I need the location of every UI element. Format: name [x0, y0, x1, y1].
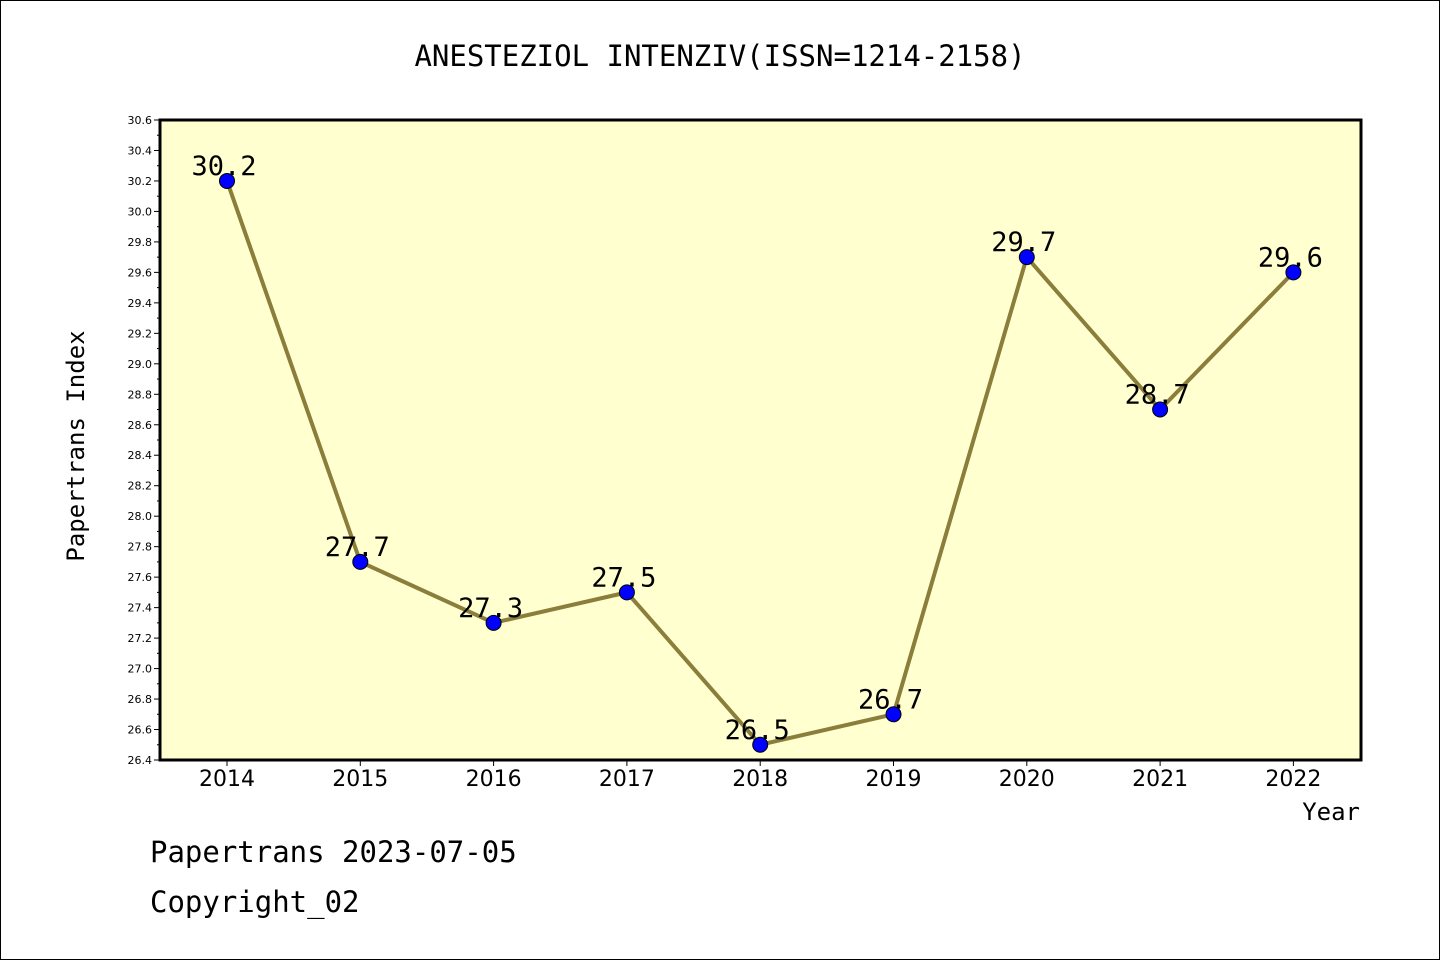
- x-tick-label: 2022: [1265, 767, 1321, 792]
- plot-area: [158, 118, 1363, 762]
- y-tick-label: 30.0: [128, 205, 153, 218]
- footer-date: Papertrans 2023-07-05: [150, 835, 517, 869]
- y-tick-label: 29.4: [128, 297, 153, 310]
- y-tick-label: 27.4: [128, 602, 153, 615]
- chart-title: ANESTEZIOL INTENZIV(ISSN=1214-2158): [414, 39, 1025, 73]
- data-point: [1285, 264, 1302, 281]
- y-tick-label: 27.6: [128, 571, 153, 584]
- y-tick-label: 30.4: [128, 144, 153, 157]
- data-label: 27.7: [325, 532, 390, 563]
- x-tick-label: 2014: [199, 767, 255, 792]
- y-tick-label: 28.6: [128, 419, 153, 432]
- data-point: [219, 172, 235, 189]
- x-tick-label: 2019: [866, 767, 922, 792]
- data-point: [1152, 401, 1169, 418]
- y-tick-label: 30.6: [128, 114, 153, 127]
- y-tick-label: 29.2: [128, 327, 153, 340]
- data-label: 26.5: [725, 715, 790, 746]
- y-axis-label: Papertrans Index: [62, 330, 90, 561]
- data-label: 26.7: [858, 684, 923, 715]
- data-point: [352, 553, 369, 570]
- y-tick-label: 27.8: [128, 541, 153, 554]
- data-label: 28.7: [1125, 380, 1190, 411]
- y-tick-label: 26.6: [128, 724, 153, 737]
- x-tick-label: 2017: [599, 767, 655, 792]
- data-label: 29.6: [1258, 242, 1323, 273]
- data-label: 30.2: [191, 151, 256, 182]
- footer-copyright: Copyright_02: [150, 885, 360, 919]
- data-label: 29.7: [991, 227, 1056, 258]
- y-tick-label: 29.6: [128, 266, 153, 279]
- y-tick-label: 29.0: [128, 358, 153, 371]
- y-tick-label: 27.0: [128, 663, 153, 676]
- x-tick-label: 2020: [999, 767, 1055, 792]
- y-tick-label: 26.8: [128, 693, 153, 706]
- y-tick-label: 26.4: [128, 754, 153, 767]
- data-point: [885, 706, 902, 723]
- y-tick-label: 28.0: [128, 510, 153, 523]
- data-point: [485, 614, 502, 631]
- y-axis: 26.4 26.6 26.8 27.0 27.2 27.4 27.6 27.8 28.0 28.2…: [128, 114, 160, 767]
- y-tick-label: 29.8: [128, 236, 153, 249]
- data-point: [1018, 249, 1035, 266]
- data-label: 27.3: [458, 593, 523, 624]
- x-tick-label: 2018: [732, 767, 788, 792]
- y-tick-label: 28.4: [128, 449, 153, 462]
- y-tick-label: 28.2: [128, 480, 153, 493]
- data-point: [618, 584, 635, 601]
- data-label: 27.5: [591, 562, 656, 593]
- y-tick-label: 30.2: [128, 175, 153, 188]
- x-tick-label: 2016: [466, 767, 522, 792]
- x-axis-label: Year: [1302, 798, 1360, 826]
- x-tick-label: 2015: [332, 767, 388, 792]
- y-tick-label: 27.2: [128, 632, 153, 645]
- data-point: [752, 736, 769, 753]
- x-axis: 2014 2015 2016 2017 2018 2019 2020 2021 2022: [199, 760, 1321, 792]
- x-tick-label: 2021: [1132, 767, 1188, 792]
- y-tick-label: 28.8: [128, 388, 153, 401]
- data-labels-group: 30.2 27.7 27.3 27.5 26.5 26.7 29.7 28.7 29.6: [191, 151, 1322, 746]
- markers-group: [219, 172, 1302, 753]
